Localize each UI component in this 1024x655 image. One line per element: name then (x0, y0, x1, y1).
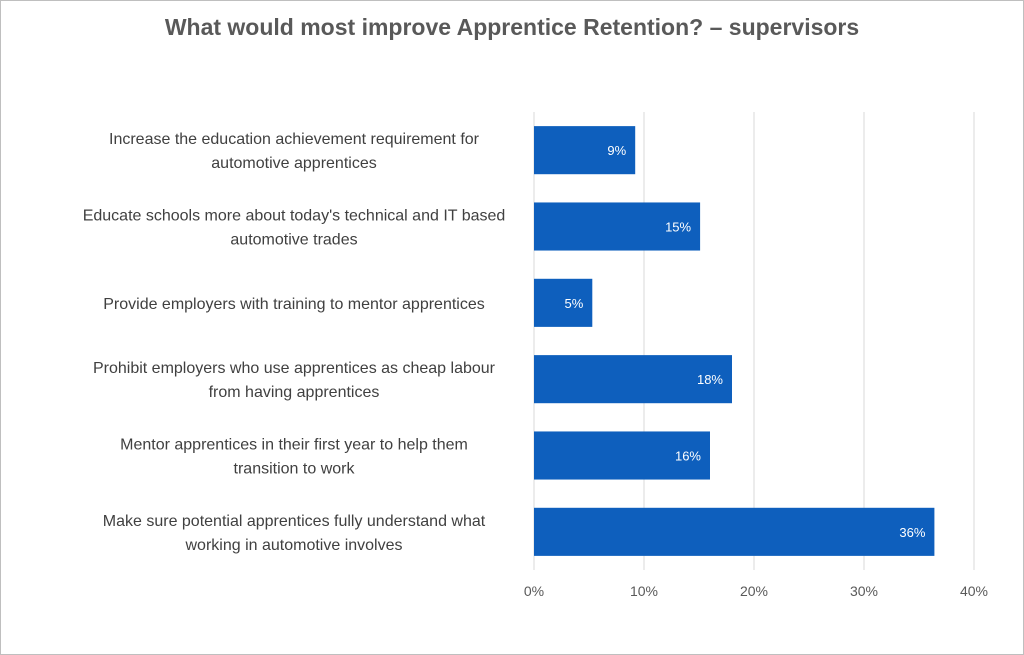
x-axis-ticks: 0% 10% 20% 30% 40% (524, 583, 988, 599)
category-label: Mentor apprentices in their first year t… (120, 437, 468, 478)
category-label: Prohibit employers who use apprentices a… (93, 360, 496, 401)
data-label: 18% (697, 372, 723, 387)
category-label: Provide employers with training to mento… (103, 296, 485, 313)
data-label: 16% (675, 449, 701, 464)
x-tick-label: 0% (524, 583, 544, 599)
x-tick-label: 30% (850, 583, 878, 599)
bar (534, 507, 935, 556)
bar (534, 278, 593, 327)
x-tick-label: 20% (740, 583, 768, 599)
data-label: 36% (899, 525, 925, 540)
bar (534, 202, 701, 251)
gridlines (533, 112, 975, 570)
bar (534, 355, 732, 404)
data-label: 15% (665, 220, 691, 235)
bars: 9% 15% 5% 18% 16% 36% (534, 126, 935, 556)
category-label: Educate schools more about today's techn… (83, 208, 506, 249)
category-label: Increase the education achievement requi… (109, 131, 480, 172)
data-label: 5% (565, 296, 584, 311)
data-label: 9% (607, 143, 626, 158)
category-labels: Increase the education achievement requi… (83, 131, 506, 554)
bar (534, 431, 710, 480)
chart-title: What would most improve Apprentice Reten… (164, 14, 860, 40)
bar (534, 126, 636, 175)
category-label: Make sure potential apprentices fully un… (103, 513, 486, 554)
x-tick-label: 10% (630, 583, 658, 599)
x-tick-label: 40% (960, 583, 988, 599)
